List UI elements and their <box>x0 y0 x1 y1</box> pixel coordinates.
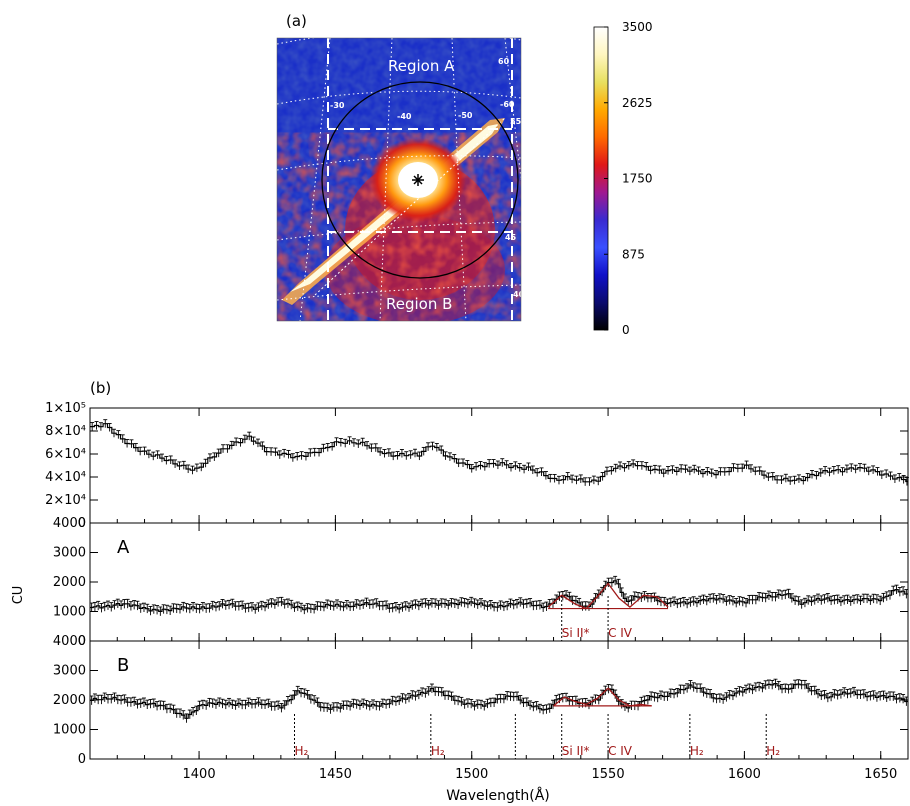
colorbar-tick-label: 0 <box>622 323 630 337</box>
x-tick-label: 1400 <box>183 767 216 782</box>
line-marker-label: H₂ <box>295 744 309 758</box>
svg-text:-60: -60 <box>500 100 515 109</box>
y-tick-label: 4000 <box>53 634 86 649</box>
x-tick-label: 1500 <box>455 767 488 782</box>
y-tick-label: 6×10⁴ <box>45 447 86 462</box>
region-boxes <box>327 38 513 321</box>
sky-image: Region A Region B 60 55 50 45 40 -30 -40… <box>277 38 532 321</box>
panel-label: B <box>117 655 129 676</box>
y-tick-label: 8×10⁴ <box>45 424 86 439</box>
line-marker-label: Si II* <box>562 744 590 758</box>
plot-total-spectrum: 1×10⁵ 8×10⁴ 6×10⁴ 4×10⁴ 2×10⁴ 0 <box>45 401 909 531</box>
plot-frame <box>89 522 909 642</box>
panel-label: A <box>117 537 130 558</box>
x-tick-label: 1650 <box>864 767 897 782</box>
y-tick-label: 3000 <box>53 546 86 561</box>
y-tick-label: 1000 <box>53 605 86 620</box>
y-tick-label: 0 <box>78 752 86 767</box>
svg-text:55: 55 <box>510 117 522 126</box>
plot-region-a: 4000 3000 2000 1000 0 Si II* C IV A <box>53 516 909 649</box>
y-tick-label: 1×10⁵ <box>45 401 86 416</box>
error-bars <box>89 575 909 616</box>
spectrum-line <box>90 423 908 483</box>
svg-text:50: 50 <box>520 173 532 182</box>
galaxy-center-marker <box>412 174 424 186</box>
grid-labels: 60 55 50 45 40 -30 -40 -50 -60 <box>330 57 532 299</box>
y-tick-label: 3000 <box>53 664 86 679</box>
coordinate-grid <box>277 38 521 321</box>
y-tick-label: 1000 <box>53 723 86 738</box>
svg-text:-30: -30 <box>330 101 345 110</box>
y-axis-label: CU <box>11 586 26 605</box>
fit-curve <box>553 687 652 707</box>
colorbar-tick-label: 875 <box>622 247 645 261</box>
region-b-label: Region B <box>386 295 452 313</box>
y-tick-label: 2000 <box>53 575 86 590</box>
fov-circle <box>321 81 519 279</box>
panel-b-label: (b) <box>90 379 111 397</box>
svg-text:45: 45 <box>505 233 517 242</box>
region-a-label: Region A <box>388 57 455 75</box>
colorbar-tick-label: 2625 <box>622 96 653 110</box>
panel-a-label: (a) <box>286 12 307 30</box>
x-tick-label: 1450 <box>319 767 352 782</box>
plot-region-b: 4000 3000 2000 1000 0 H₂ H₂ Si II* C IV H₂ H₂ B <box>53 634 909 767</box>
x-tick-label: 1550 <box>592 767 625 782</box>
y-tick-label: 4000 <box>53 516 86 531</box>
line-marker-label: C IV <box>608 744 633 758</box>
line-marker-label: C IV <box>608 626 633 640</box>
y-tick-label: 4×10⁴ <box>45 470 86 485</box>
colorbar: 3500 2625 1750 875 0 <box>593 20 653 337</box>
x-axis-label: Wavelength(Å) <box>446 787 550 804</box>
line-marker-label: H₂ <box>766 744 780 758</box>
svg-text:-40: -40 <box>397 112 412 121</box>
y-tick-label: 0 <box>78 634 86 649</box>
line-marker-label: H₂ <box>431 744 445 758</box>
spectrum-line <box>90 580 908 612</box>
y-tick-label: 2000 <box>53 693 86 708</box>
x-tick-labels: 1400 1450 1500 1550 1600 1650 <box>183 767 898 782</box>
svg-text:60: 60 <box>498 57 510 66</box>
fit-curve <box>547 582 669 610</box>
svg-text:-50: -50 <box>458 111 473 120</box>
line-marker-label: H₂ <box>690 744 704 758</box>
colorbar-tick-label: 1750 <box>622 172 653 186</box>
x-tick-label: 1600 <box>728 767 761 782</box>
line-marker-label: Si II* <box>562 626 590 640</box>
y-tick-label: 2×10⁴ <box>45 493 86 508</box>
error-bars <box>90 419 909 486</box>
svg-text:40: 40 <box>513 290 525 299</box>
y-tick-label: 0 <box>78 516 86 531</box>
colorbar-tick-label: 3500 <box>622 20 653 34</box>
image-frame <box>276 37 522 322</box>
error-bars <box>89 678 909 723</box>
spectrum-line <box>90 683 908 719</box>
